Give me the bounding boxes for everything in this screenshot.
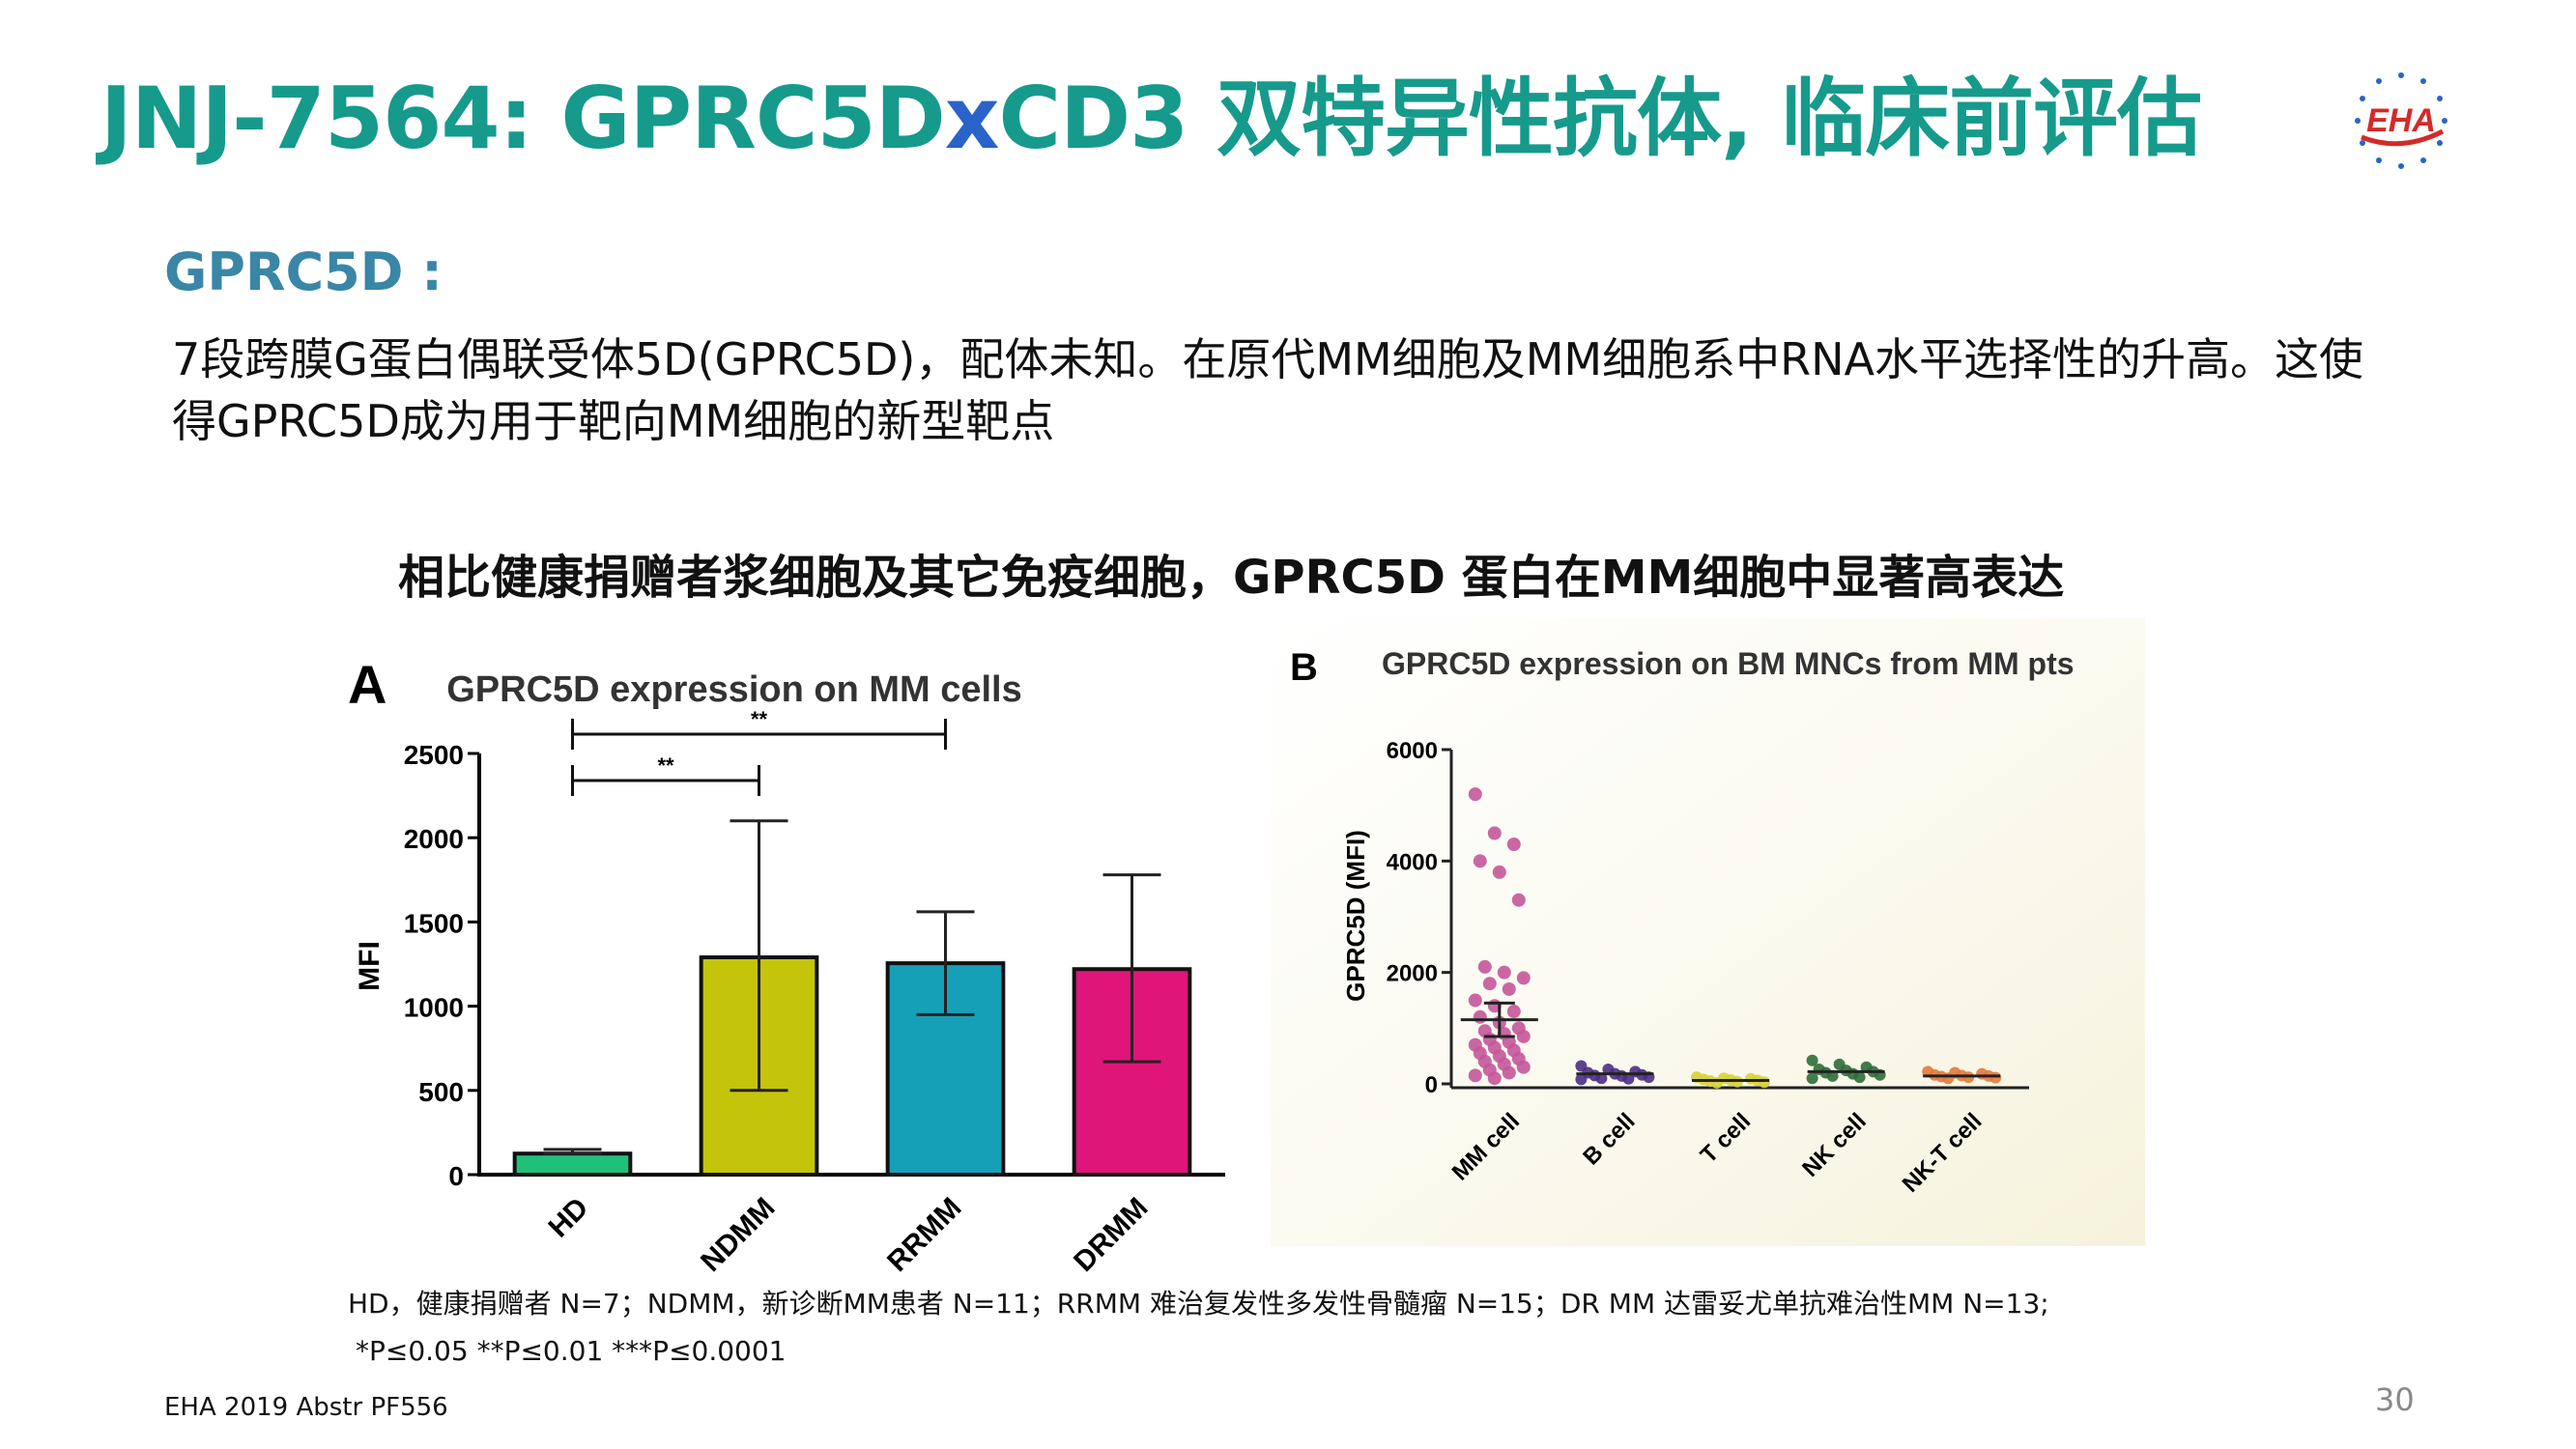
- x-tick-label: DRMM: [1068, 1192, 1154, 1278]
- data-point-mm-cell: [1516, 971, 1531, 985]
- bar-hd: [512, 1151, 633, 1177]
- title-x: x: [944, 69, 1000, 168]
- data-point-t-cell: [1759, 1076, 1770, 1089]
- chart-a-ylabel: MFI: [354, 941, 386, 991]
- data-point-b-cell: [1575, 1073, 1588, 1086]
- y-tick-label: 1000: [404, 993, 464, 1023]
- data-point-nk-t-cell: [1989, 1071, 2002, 1084]
- y-tick-label: 500: [418, 1077, 464, 1107]
- significance-label: **: [751, 707, 768, 731]
- data-point-mm-cell: [1487, 826, 1502, 840]
- y-tick-label: 2000: [1387, 961, 1438, 987]
- chart-b-title: GPRC5D expression on BM MNCs from MM pts: [1382, 646, 2075, 681]
- x-tick-label: HD: [542, 1192, 594, 1244]
- data-point-mm-cell: [1506, 838, 1521, 852]
- data-point-mm-cell: [1473, 1009, 1487, 1024]
- x-tick-label: RRMM: [881, 1192, 967, 1278]
- y-tick-label: 0: [1425, 1072, 1438, 1098]
- data-point-nk-t-cell: [1942, 1072, 1955, 1085]
- data-point-mm-cell: [1468, 993, 1482, 1008]
- data-point-nk-cell: [1806, 1072, 1818, 1085]
- data-point-nk-cell: [1853, 1071, 1866, 1084]
- data-point-mm-cell: [1487, 1071, 1502, 1086]
- data-point-mm-cell: [1506, 1005, 1521, 1019]
- page-number: 30: [2375, 1381, 2415, 1418]
- data-point-nk-cell: [1806, 1054, 1818, 1066]
- section-heading: GPRC5D :: [164, 242, 443, 302]
- title-suffix: CD3 双特异性抗体, 临床前评估: [998, 69, 2203, 168]
- data-point-mm-cell: [1516, 1029, 1531, 1043]
- y-tick-label: 2000: [404, 824, 464, 854]
- data-point-mm-cell: [1477, 959, 1492, 974]
- y-tick-label: 4000: [1387, 849, 1438, 875]
- y-tick-label: 0: [448, 1161, 464, 1191]
- slide-title: JNJ-7564: GPRC5DxCD3 双特异性抗体, 临床前评估: [100, 50, 2203, 173]
- data-point-mm-cell: [1468, 787, 1482, 802]
- data-point-mm-cell: [1468, 1068, 1482, 1083]
- panel-a-letter: A: [348, 654, 386, 715]
- data-point-mm-cell: [1473, 854, 1487, 868]
- footnote: HD，健康捐赠者 N=7；NDMM，新诊断MM患者 N=11；RRMM 难治复发…: [348, 1288, 2049, 1320]
- reference: EHA 2019 Abstr PF556: [164, 1393, 448, 1422]
- data-point-mm-cell: [1516, 1060, 1531, 1074]
- data-point-t-cell: [1711, 1076, 1723, 1089]
- y-tick-label: 6000: [1387, 738, 1438, 764]
- data-point-nk-cell: [1826, 1069, 1839, 1082]
- pvalue-legend: *P≤0.05 **P≤0.01 ***P≤0.0001: [356, 1335, 787, 1367]
- panel-b-letter: B: [1290, 646, 1318, 689]
- data-point-b-cell: [1595, 1072, 1608, 1085]
- data-point-mm-cell: [1482, 977, 1497, 991]
- x-tick-label: NDMM: [695, 1192, 781, 1278]
- chart-b-ylabel: GPRC5D (MFI): [1341, 830, 1370, 1002]
- chart-a-title: GPRC5D expression on MM cells: [446, 669, 1022, 710]
- data-point-mm-cell: [1497, 965, 1511, 980]
- significance-label: **: [657, 753, 674, 778]
- eha-logo: EHA: [2355, 72, 2447, 169]
- data-point-mm-cell: [1492, 865, 1506, 879]
- data-point-b-cell: [1622, 1072, 1635, 1085]
- data-point-mm-cell: [1502, 1065, 1516, 1080]
- data-point-mm-cell: [1502, 981, 1516, 996]
- description-paragraph: 7段跨膜G蛋白偶联受体5D(GPRC5D)，配体未知。在原代MM细胞及MM细胞系…: [172, 333, 2363, 447]
- panel-b-background: [1271, 618, 2145, 1246]
- y-tick-label: 2500: [404, 740, 464, 770]
- title-prefix: JNJ-7564: GPRC5D: [100, 69, 946, 168]
- y-tick-label: 1500: [404, 908, 464, 938]
- data-point-mm-cell: [1511, 893, 1526, 907]
- chart-subtitle: 相比健康捐赠者浆细胞及其它免疫细胞，GPRC5D 蛋白在MM细胞中显著高表达: [398, 551, 2065, 605]
- chart-a: 0 500 1000 1500 2000 2500 HD NDMM RRMM DRMM ** **: [404, 707, 1225, 1278]
- logo-text: EHA: [2366, 102, 2436, 139]
